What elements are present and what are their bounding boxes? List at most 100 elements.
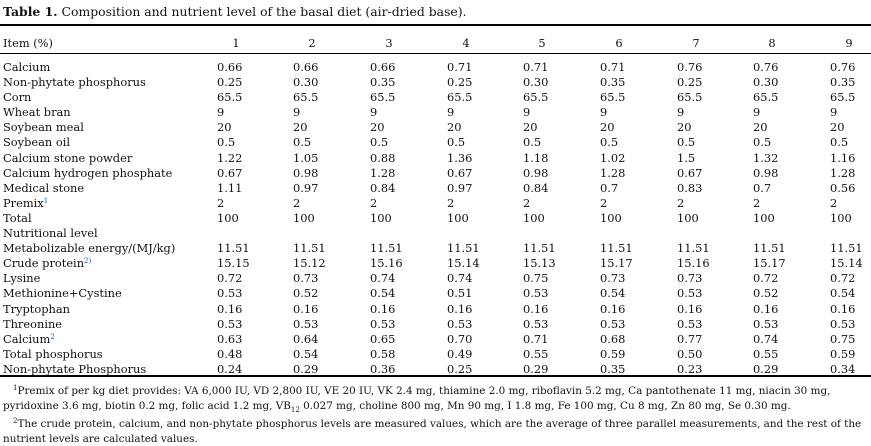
table-cell: 0.66 — [217, 60, 243, 74]
table-cell: 1.36 — [447, 150, 473, 165]
table-cell: 0.52 — [293, 286, 319, 301]
diet-number-header: 8 — [768, 36, 776, 50]
table-cell: 20 — [217, 120, 232, 135]
table-cell: 1.11 — [217, 180, 243, 195]
row-item-label: Total — [3, 210, 32, 225]
table-cell: 0.70 — [447, 331, 473, 346]
table-row: Soybean meal 20 20 20 20 20 20 20 20 20 — [0, 120, 871, 135]
table-cell: 11.51 — [600, 241, 633, 256]
footnote-mark: 1 — [13, 384, 18, 392]
table-cell: 0.53 — [523, 286, 549, 301]
row-item-label: Calcium2 — [3, 331, 55, 346]
table-row: Crude protein2) 15.15 15.12 15.16 15.14 15.13… — [0, 256, 871, 271]
table-cell: 0.48 — [217, 346, 243, 361]
table-cell: 0.25 — [447, 361, 473, 376]
table-cell: 0.74 — [370, 271, 396, 286]
table-cell: 0.35 — [830, 75, 856, 90]
header-row: Item (%) 1 2 3 4 5 6 7 8 9 — [0, 36, 871, 51]
table-cell: 0.76 — [753, 60, 779, 74]
table-cell: 0.88 — [370, 150, 396, 165]
table-row: Calcium hydrogen phosphate 0.67 0.98 1.28 0.… — [0, 166, 871, 181]
table-row: Soybean oil 0.5 0.5 0.5 0.5 0.5 0.5 0.5 0.5 0.5 — [0, 135, 871, 150]
footnote-mark: 2 — [13, 417, 18, 426]
footnote-ref[interactable]: 1 — [43, 196, 49, 205]
table-cell: 15.14 — [830, 256, 863, 271]
row-item-label: Total phosphorus — [3, 346, 103, 361]
table-cell: 0.29 — [753, 361, 779, 376]
table-cell: 0.30 — [753, 75, 779, 90]
table-cell: 0.5 — [217, 135, 236, 150]
table-cell: 0.53 — [600, 316, 626, 331]
row-item-label: Corn — [3, 90, 32, 105]
table-cell: 0.53 — [830, 316, 856, 331]
table-row: Total phosphorus 0.48 0.54 0.58 0.49 0.55 0.59… — [0, 347, 871, 362]
diet-number-header: 1 — [232, 36, 240, 50]
footnote-ref[interactable]: 2 — [50, 332, 55, 341]
table-cell: 15.14 — [447, 256, 480, 271]
table-cell: 0.54 — [293, 346, 319, 361]
table-cell: 9 — [217, 105, 225, 120]
table-cell: 65.5 — [600, 90, 626, 105]
footnote-2: 2The crude protein, calcium, and non-phy… — [3, 417, 862, 445]
table-cell: 1.28 — [600, 165, 626, 180]
table-cell: 65.5 — [677, 90, 703, 105]
table-cell: 1.02 — [600, 150, 626, 165]
table-cell: 2 — [677, 195, 685, 210]
table-cell: 0.53 — [370, 316, 396, 331]
table-cell: 0.64 — [293, 331, 319, 346]
table-cell: 65.5 — [830, 90, 856, 105]
table-cell: 15.15 — [217, 256, 250, 271]
table-cell: 0.16 — [447, 301, 473, 316]
table-cell: 0.63 — [217, 331, 243, 346]
table-cell: 100 — [293, 210, 315, 225]
table-row: Nutritional level — [0, 226, 871, 241]
table-row: Threonine 0.53 0.53 0.53 0.53 0.53 0.53 0.53 0.5… — [0, 317, 871, 332]
table-cell: 9 — [523, 105, 531, 120]
table-cell: 9 — [830, 105, 838, 120]
table-cell: 0.53 — [217, 286, 243, 301]
table-cell: 9 — [293, 105, 301, 120]
table-cell: 0.16 — [370, 301, 396, 316]
table-cell: 0.29 — [293, 361, 319, 376]
table-cell: 11.51 — [217, 241, 250, 256]
table-cell: 11.51 — [370, 241, 403, 256]
table-cell: 1.28 — [830, 165, 856, 180]
row-item-label: Calcium stone powder — [3, 150, 133, 165]
table-cell: 0.53 — [677, 286, 703, 301]
table-cell: 0.54 — [830, 286, 856, 301]
table-cell: 2 — [830, 195, 838, 210]
table-cell: 0.67 — [447, 165, 473, 180]
table-cell: 0.35 — [370, 75, 396, 90]
table-cell: 0.34 — [830, 361, 856, 376]
table-cell: 0.52 — [753, 286, 779, 301]
table-row: Non-phytate Phosphorus 0.24 0.29 0.36 0.25 0.… — [0, 362, 871, 377]
table-cell: 9 — [677, 105, 685, 120]
bottom-rule — [0, 375, 871, 377]
table-cell: 20 — [830, 120, 845, 135]
table-cell: 0.5 — [523, 135, 542, 150]
table-row: Calcium 0.66 0.66 0.66 0.71 0.71 0.71 0.76 0.76 0… — [0, 60, 871, 75]
table-cell: 0.73 — [293, 271, 319, 286]
table-cell: 0.35 — [600, 75, 626, 90]
header-rule — [0, 53, 871, 54]
table-cell: 100 — [600, 210, 622, 225]
table-cell: 0.55 — [523, 346, 549, 361]
table-cell: 0.51 — [447, 286, 473, 301]
table-cell: 0.67 — [677, 165, 703, 180]
row-item-label: Threonine — [3, 316, 63, 331]
table-cell: 0.24 — [217, 361, 243, 376]
table-cell: 0.75 — [830, 331, 856, 346]
table-cell: 1.16 — [830, 150, 856, 165]
row-item-label: Non-phytate Phosphorus — [3, 361, 147, 376]
table-cell: 0.77 — [677, 331, 703, 346]
table-row: Non-phytate phosphorus 0.25 0.30 0.35 0.25 0.… — [0, 75, 871, 90]
table-cell: 0.7 — [600, 180, 619, 195]
table-cell: 15.16 — [370, 256, 403, 271]
footnote-ref[interactable]: 2) — [84, 257, 92, 266]
table-cell: 0.25 — [217, 75, 243, 90]
table-cell: 0.74 — [753, 331, 779, 346]
table-cell: 0.76 — [830, 60, 856, 74]
table-cell: 0.35 — [600, 361, 626, 376]
table-cell: 100 — [753, 210, 775, 225]
